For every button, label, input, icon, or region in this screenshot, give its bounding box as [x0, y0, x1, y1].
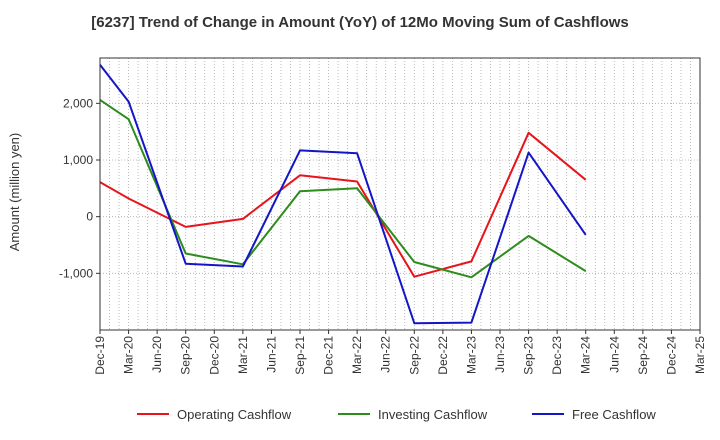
x-tick-label: Jun-24: [607, 336, 621, 373]
x-tick-label: Sep-24: [636, 336, 650, 375]
x-tick-label: Mar-23: [464, 336, 478, 374]
x-tick-label: Sep-23: [522, 336, 536, 375]
x-tick-label: Mar-22: [350, 336, 364, 374]
y-tick-label: 0: [86, 210, 93, 224]
x-tick-labels: Dec-19 Mar-20 Jun-20 Sep-20 Dec-20 Mar-21 Jun-…: [93, 330, 707, 375]
y-axis-title: Amount (million yen): [7, 133, 22, 252]
series-line-investing-cashflow: [99, 99, 587, 279]
x-tick-label: Dec-21: [322, 336, 336, 375]
x-tick-label: Dec-20: [207, 336, 221, 375]
x-tick-label: Dec-23: [550, 336, 564, 375]
x-tick-label: Sep-22: [407, 336, 421, 375]
x-tick-label: Jun-20: [150, 336, 164, 373]
grid-layer: [100, 58, 700, 330]
x-tick-label: Mar-24: [579, 336, 593, 374]
x-tick-label: Mar-20: [122, 336, 136, 374]
plot-frame: [99, 57, 701, 331]
legend-label-free-cashflow: Free Cashflow: [572, 407, 656, 422]
series-line-free-cashflow: [99, 64, 587, 325]
legend: Operating Cashflow Investing Cashflow Free…: [137, 407, 656, 422]
legend-label-investing-cashflow: Investing Cashflow: [378, 407, 488, 422]
series-line-operating-cashflow: [99, 131, 587, 278]
chart-title: [6237] Trend of Change in Amount (YoY) o…: [91, 14, 629, 31]
y-tick-labels: -1,000 0 1,000 2,000: [59, 96, 100, 280]
y-tick-label: 2,000: [63, 96, 93, 110]
x-tick-label: Jun-21: [264, 336, 278, 373]
x-tick-label: Mar-21: [236, 336, 250, 374]
x-tick-label: Jun-22: [379, 336, 393, 373]
x-tick-label: Mar-25: [693, 336, 707, 374]
x-tick-label: Sep-20: [179, 336, 193, 375]
y-tick-label: -1,000: [59, 266, 93, 280]
x-tick-label: Jun-23: [493, 336, 507, 373]
x-tick-label: Sep-21: [293, 336, 307, 375]
series-layer: [99, 64, 587, 325]
x-tick-label: Dec-19: [93, 336, 107, 375]
x-tick-label: Dec-24: [664, 336, 678, 375]
legend-label-operating-cashflow: Operating Cashflow: [177, 407, 292, 422]
y-tick-label: 1,000: [63, 153, 93, 167]
x-tick-label: Dec-22: [436, 336, 450, 375]
